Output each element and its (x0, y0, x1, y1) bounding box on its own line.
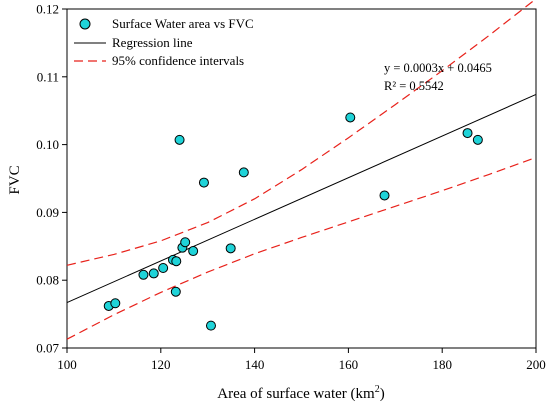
r-squared-label: R² = 0.5542 (384, 79, 444, 93)
x-tick-label-160: 160 (339, 357, 359, 372)
data-point-14 (205, 320, 216, 331)
legend-label-regression: Regression line (112, 35, 193, 50)
data-points-layer (103, 112, 483, 331)
data-point-20 (472, 134, 483, 145)
x-axis-label-tail: ) (380, 386, 385, 402)
x-axis-ticks: 100 120 140 160 180 200 (57, 348, 546, 372)
data-point-7 (170, 286, 181, 297)
y-tick-label-4: 0.11 (37, 69, 59, 84)
regression-equation: y = 0.0003x + 0.0465 (384, 61, 492, 75)
x-tick-label-140: 140 (245, 357, 265, 372)
legend-marker-points (79, 18, 91, 30)
x-axis-label: Area of surface water (km2) (217, 384, 384, 402)
y-tick-label-0: 0.07 (36, 341, 59, 356)
y-tick-label-3: 0.10 (36, 137, 59, 152)
data-point-15 (225, 243, 236, 254)
data-point-19 (462, 128, 473, 139)
data-point-9 (174, 134, 185, 145)
ci-upper-line (66, 0, 536, 266)
data-point-12 (188, 246, 199, 257)
x-axis-label-main: Area of surface water (km (217, 386, 375, 402)
y-tick-label-1: 0.08 (36, 273, 59, 288)
data-point-17 (345, 112, 356, 123)
x-tick-label-200: 200 (526, 357, 546, 372)
x-tick-label-100: 100 (57, 357, 77, 372)
plot-area (66, 8, 537, 349)
data-point-18 (379, 190, 390, 201)
ci-lower-line (66, 156, 537, 340)
regression-line (66, 93, 537, 304)
y-tick-label-5: 0.12 (36, 2, 59, 17)
regression-line-layer (66, 93, 537, 304)
y-axis-label: FVC (7, 165, 23, 194)
data-point-8 (171, 256, 182, 267)
y-tick-label-2: 0.09 (36, 205, 59, 220)
data-point-13 (198, 177, 209, 188)
x-axis-label-superscript: 2 (375, 384, 380, 395)
x-tick-label-180: 180 (432, 357, 452, 372)
y-axis-ticks: 0.07 0.08 0.09 0.10 0.11 0.12 (36, 2, 67, 356)
legend-label-points: Surface Water area vs FVC (112, 16, 254, 31)
data-point-16 (238, 167, 249, 178)
data-point-5 (158, 263, 169, 273)
confidence-interval-lines (66, 0, 537, 340)
data-point-11 (180, 237, 191, 248)
data-point-4 (148, 268, 159, 279)
legend: Surface Water area vs FVC Regression lin… (74, 16, 254, 68)
data-point-3 (138, 269, 149, 280)
x-tick-label-120: 120 (151, 357, 171, 372)
legend-label-ci: 95% confidence intervals (112, 53, 244, 68)
data-point-2 (110, 298, 121, 309)
